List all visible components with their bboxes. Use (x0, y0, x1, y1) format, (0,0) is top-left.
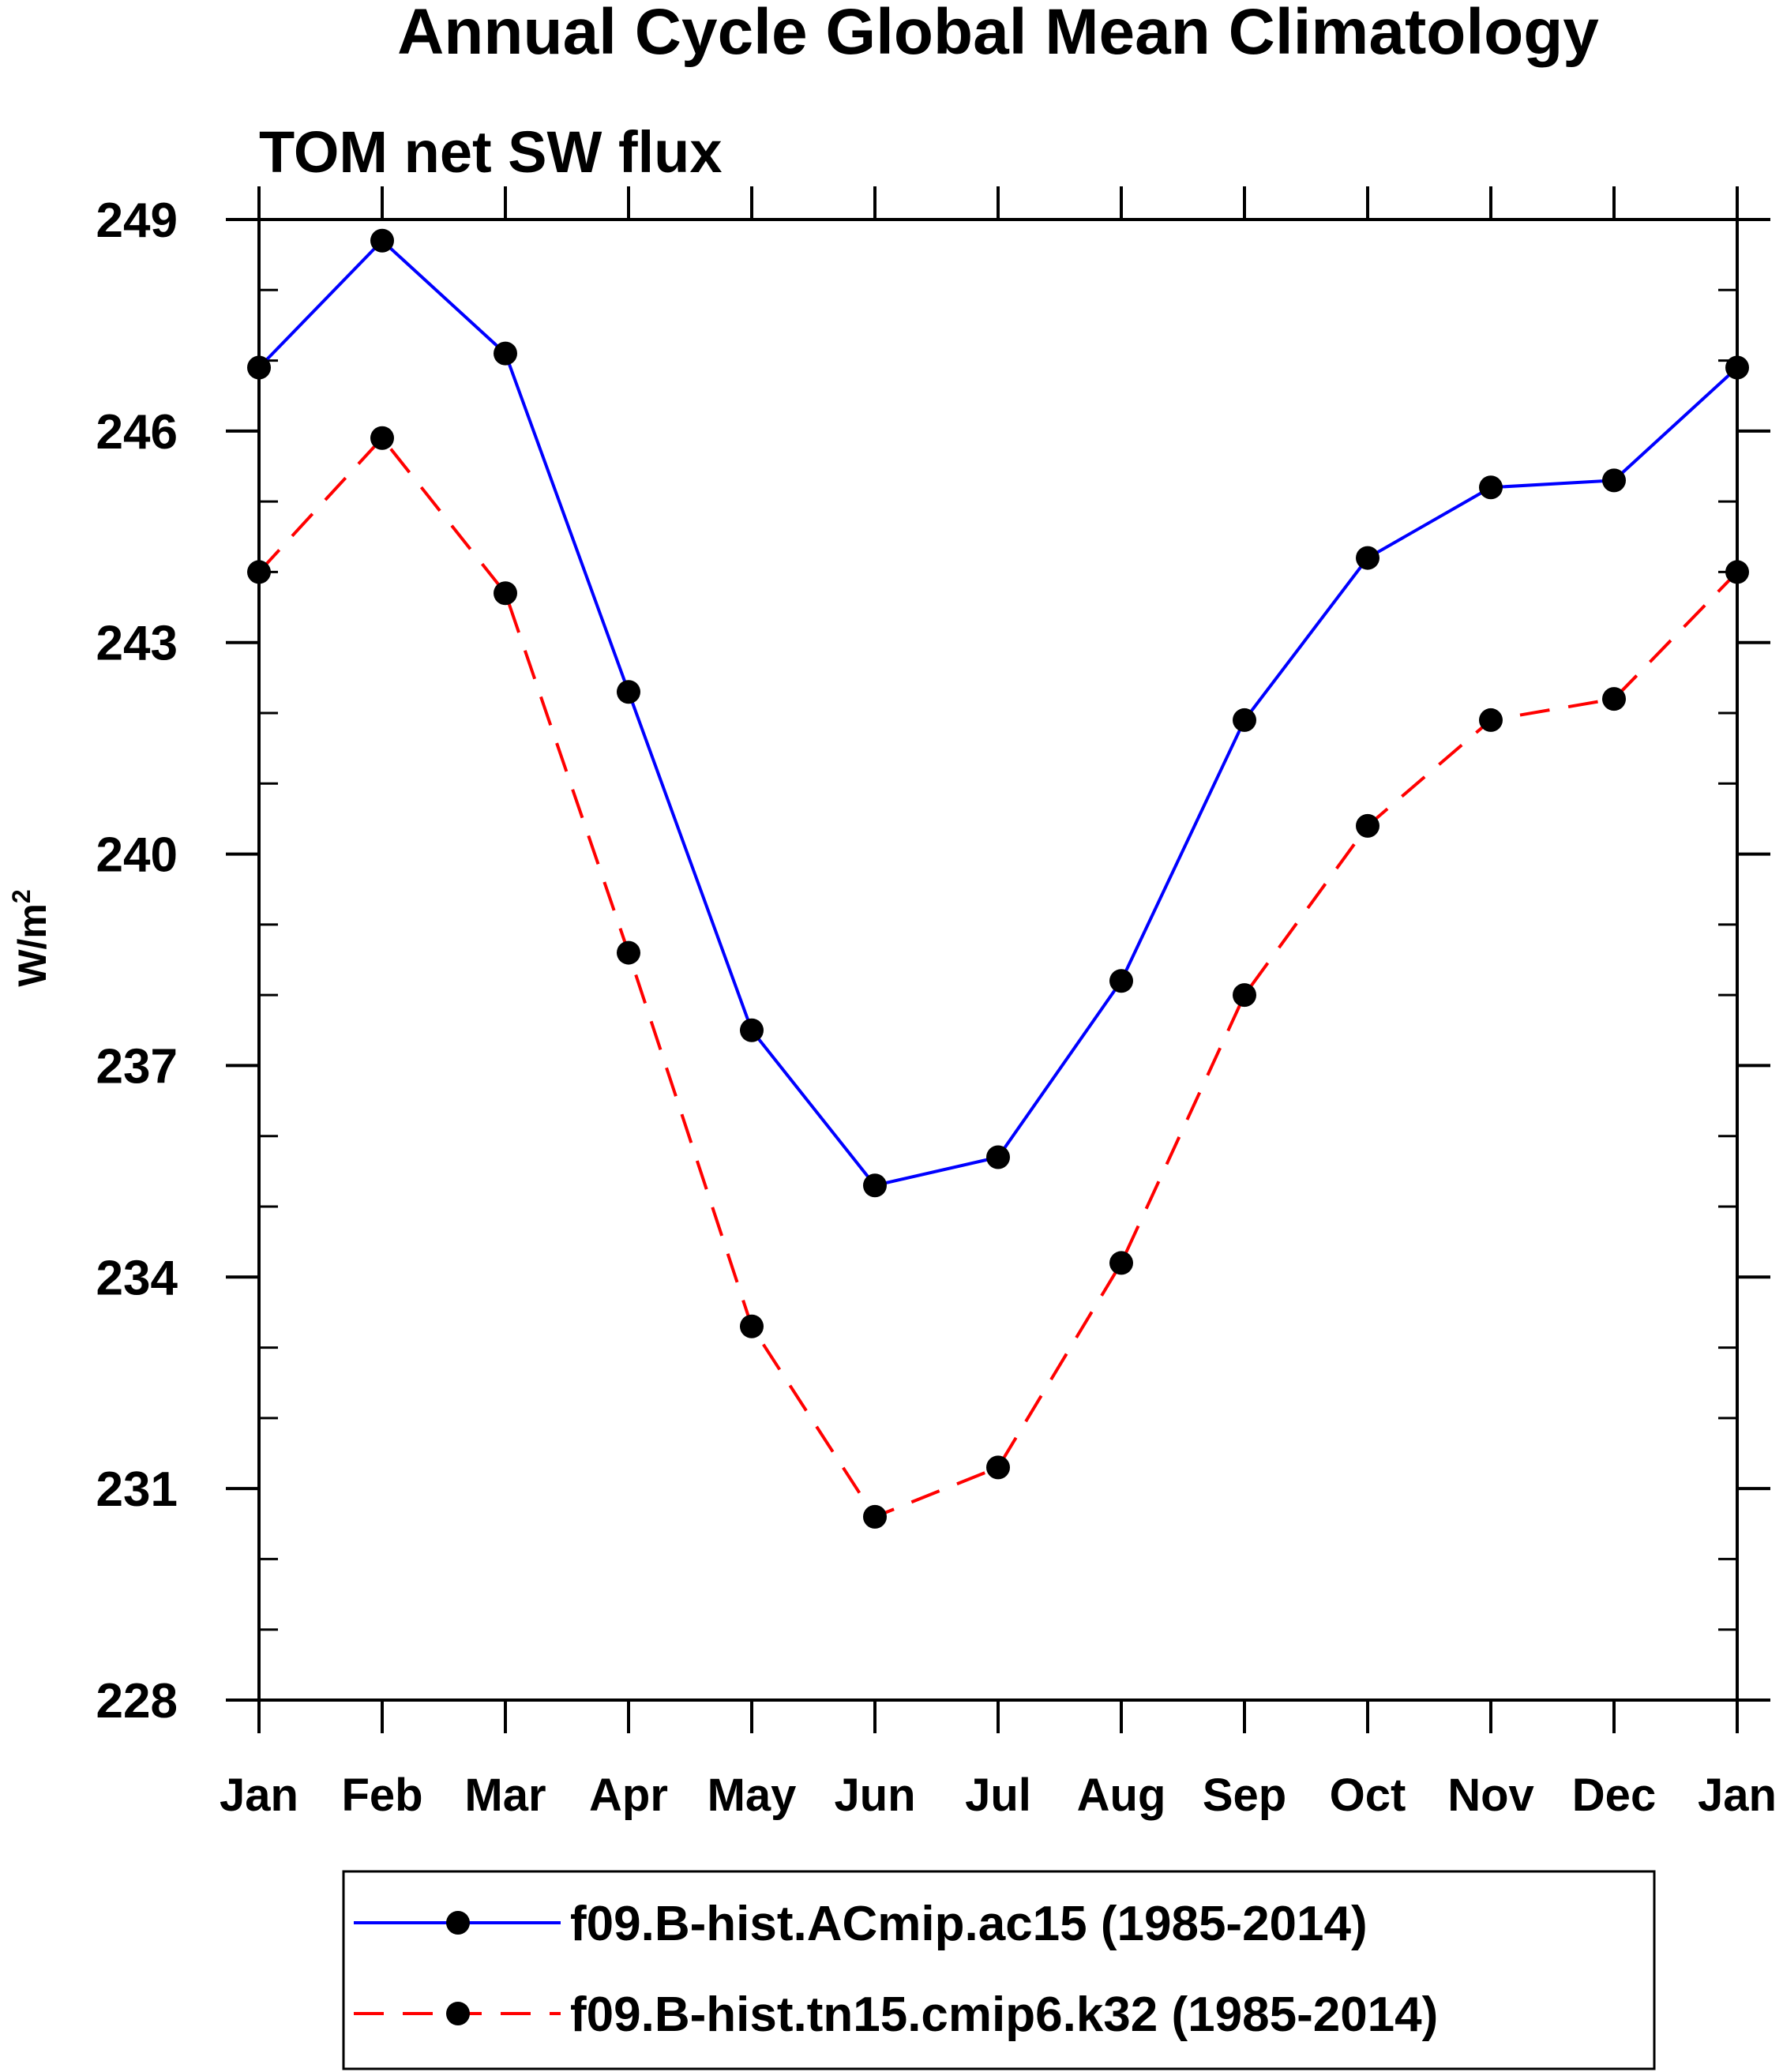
x-tick-label: Nov (1447, 1770, 1534, 1821)
data-point (1356, 813, 1379, 838)
x-tick-label: Aug (1077, 1770, 1166, 1821)
x-tick-label: Sep (1203, 1770, 1286, 1821)
data-point (247, 355, 271, 380)
y-tick-label: 246 (96, 405, 178, 460)
data-point (247, 560, 271, 584)
y-axis-label-exponent: 2 (7, 889, 36, 903)
y-tick-label: 237 (96, 1039, 178, 1094)
data-point (863, 1173, 887, 1198)
data-point (370, 228, 394, 253)
series-1 (247, 228, 1749, 1198)
y-tick-label: 240 (96, 828, 178, 883)
x-tick-label: Feb (341, 1770, 422, 1821)
data-point (1725, 355, 1749, 380)
x-tick-label: Dec (1572, 1770, 1656, 1821)
y-tick-label: 249 (96, 193, 178, 248)
x-tick-label: May (708, 1770, 797, 1821)
series-line (257, 436, 1739, 1518)
series-line (257, 238, 1739, 1188)
data-point (617, 680, 640, 704)
x-tick-label: Apr (589, 1770, 668, 1821)
data-point (1479, 475, 1503, 500)
data-point (1356, 546, 1379, 570)
x-tick-label: Mar (464, 1770, 546, 1821)
x-tick-label: Oct (1330, 1770, 1406, 1821)
data-point (740, 1018, 764, 1042)
data-point (1233, 983, 1256, 1008)
data-point (740, 1314, 764, 1338)
legend-label: f09.B-hist.tn15.cmip6.k32 (1985-2014) (570, 1988, 1438, 2042)
chart-subtitle: TOM net SW flux (259, 119, 723, 185)
x-tick-label: Jun (834, 1770, 915, 1821)
legend-marker (446, 2002, 470, 2025)
legend-box (342, 1870, 1656, 2070)
data-point (1479, 708, 1503, 732)
x-tick-label: Jan (220, 1770, 298, 1821)
data-point (1233, 708, 1256, 732)
y-tick-label: 231 (96, 1462, 178, 1517)
data-point (494, 341, 517, 366)
legend-label: f09.B-hist.ACmip.ac15 (1985-2014) (570, 1897, 1368, 1951)
chart-title: Annual Cycle Global Mean Climatology (397, 0, 1599, 68)
legend-item-1: f09.B-hist.ACmip.ac15 (1985-2014) (354, 1897, 1368, 1951)
x-tick-label: Jan (1698, 1770, 1777, 1821)
data-point (1602, 687, 1626, 711)
data-point (986, 1145, 1010, 1169)
series-2 (247, 426, 1749, 1529)
legend-item-2: f09.B-hist.tn15.cmip6.k32 (1985-2014) (354, 1988, 1438, 2042)
data-point (1109, 969, 1133, 993)
data-point (1602, 468, 1626, 493)
data-point (863, 1504, 887, 1529)
y-axis-label-unit: W/m (10, 903, 54, 987)
data-point (986, 1455, 1010, 1480)
y-tick-label: 234 (96, 1251, 178, 1305)
y-tick-label: 243 (96, 617, 178, 671)
y-tick-label: 228 (96, 1674, 178, 1729)
data-point (617, 940, 640, 965)
data-point (1725, 560, 1749, 584)
y-axis-label: W/m2 (7, 889, 54, 986)
x-tick-label: Jul (965, 1770, 1031, 1821)
data-point (370, 426, 394, 450)
data-point (1109, 1251, 1133, 1275)
data-point (494, 581, 517, 606)
legend-marker (446, 1911, 470, 1935)
